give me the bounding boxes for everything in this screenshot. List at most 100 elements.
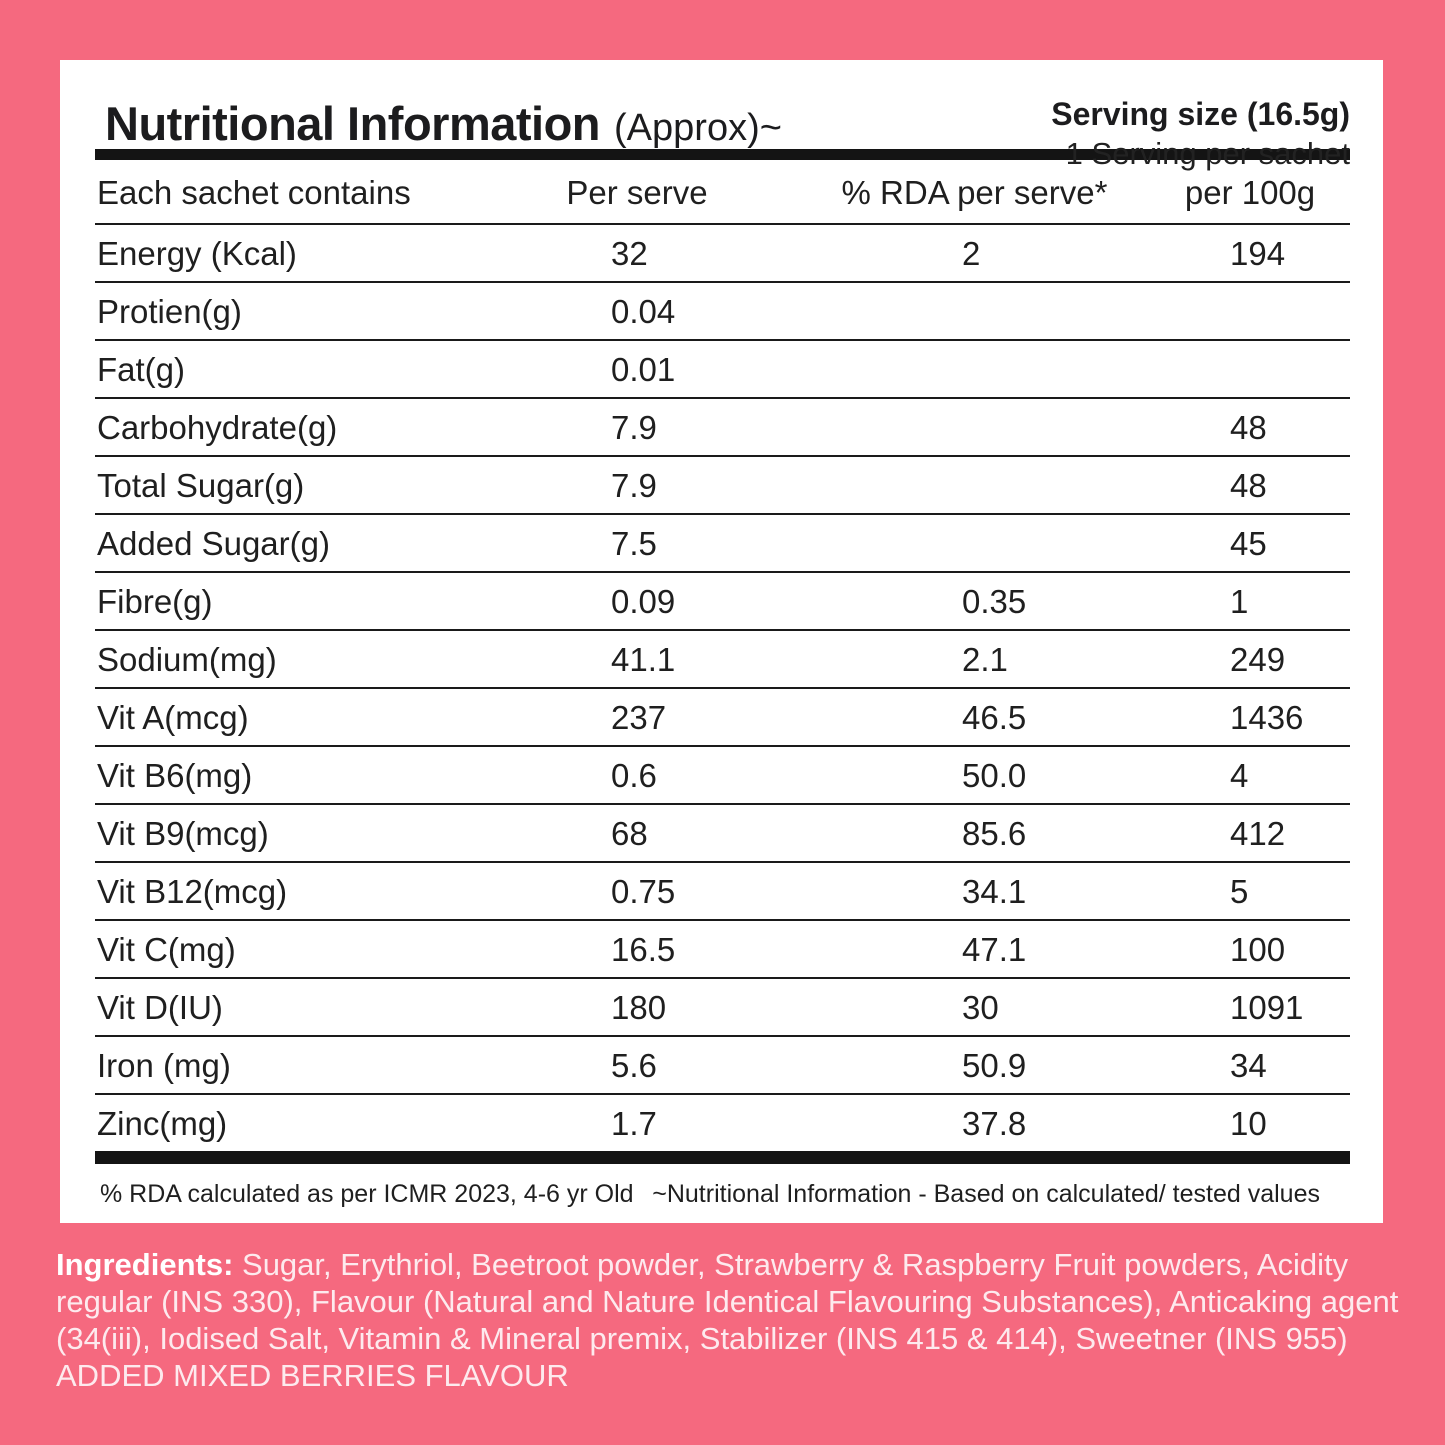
per-serve-value: 7.5 <box>475 514 799 573</box>
table-row: Iron (mg) 5.6 50.9 34 <box>95 1036 1350 1095</box>
rda-per-serve-value: 37.8 <box>962 1104 1027 1142</box>
row-label: Vit B6(mg) <box>95 746 475 805</box>
row-label: Vit B12(mcg) <box>95 862 475 921</box>
table-row: Vit C(mg) 16.5 47.1 100 <box>95 920 1350 979</box>
table-row: Fat(g) 0.01 <box>95 340 1350 399</box>
rda-per-serve-value: 46.5 <box>799 688 1150 747</box>
table-row: Carbohydrate(g) 7.9 48 <box>95 398 1350 457</box>
table-row: Protien(g) 0.04 <box>95 282 1350 341</box>
row-label: Vit D(IU) <box>95 978 475 1037</box>
footnote-rda-source: % RDA calculated as per ICMR 2023, 4-6 y… <box>100 1180 634 1208</box>
rda-per-serve-value: 34.1 <box>799 862 1150 921</box>
per-100g-value: 48 <box>1150 398 1350 457</box>
row-label: Sodium(mg) <box>95 630 475 689</box>
row-label: Added Sugar(g) <box>95 514 475 573</box>
row-label: Fat(g) <box>95 340 475 399</box>
rda-per-serve-value <box>799 340 1150 399</box>
nutrition-facts-card: Nutritional Information (Approx)~ Servin… <box>60 60 1383 1223</box>
per-100g-value: 412 <box>1150 804 1350 863</box>
title-approx-note: (Approx)~ <box>614 107 782 149</box>
rda-per-serve-value: 2.1 <box>799 630 1150 689</box>
column-header-rda-per-serve: % RDA per serve* <box>799 160 1150 225</box>
table-row: Fibre(g) 0.09 0.35 1 <box>95 572 1350 631</box>
table-row: Zinc(mg) 1.7 37.8 10 <box>95 1094 1350 1151</box>
row-label: Fibre(g) <box>95 572 475 631</box>
rda-per-serve-value: 47.1 <box>799 920 1150 979</box>
per-serve-value: 68 <box>475 804 799 863</box>
header-row: Nutritional Information (Approx)~ Servin… <box>60 60 1383 171</box>
rda-per-serve-value: 30 <box>799 978 1150 1037</box>
table-row: Vit B12(mcg) 0.75 34.1 5 <box>95 862 1350 921</box>
row-label: Carbohydrate(g) <box>95 398 475 457</box>
ingredients-list: Sugar, Erythriol, Beetroot powder, Straw… <box>56 1247 1399 1393</box>
row-label: Vit B9(mcg) <box>95 804 475 863</box>
rda-per-serve-value: 85.6 <box>799 804 1150 863</box>
per-100g-value <box>1150 340 1350 399</box>
ingredients-label: Ingredients: <box>56 1247 234 1282</box>
per-serve-value: 7.9 <box>475 398 799 457</box>
table-row: Vit D(IU) 180 30 1091 <box>95 978 1350 1037</box>
table-row: Vit A(mcg) 237 46.5 1436 <box>95 688 1350 747</box>
divider-thick-top <box>95 149 1350 160</box>
table-header: Each sachet contains Per serve % RDA per… <box>95 160 1350 225</box>
rda-per-serve-value <box>799 514 1150 573</box>
table-row: Energy (Kcal) 32 2 194 <box>95 224 1350 283</box>
per-serve-value: 1.7 <box>611 1104 657 1142</box>
divider-thick-bottom <box>95 1151 1350 1164</box>
per-100g-value: 34 <box>1150 1036 1350 1095</box>
table-row: Vit B9(mcg) 68 85.6 412 <box>95 804 1350 863</box>
footnote-values-basis: ~Nutritional Information - Based on calc… <box>652 1180 1320 1208</box>
row-label: Energy (Kcal) <box>95 224 475 283</box>
per-100g-value: 194 <box>1150 224 1350 283</box>
per-100g-value: 10 <box>1230 1104 1267 1142</box>
rda-per-serve-value: 50.0 <box>799 746 1150 805</box>
per-serve-value: 32 <box>475 224 799 283</box>
serving-size-text: Serving size (16.5g) <box>1051 96 1350 132</box>
per-100g-value: 100 <box>1150 920 1350 979</box>
nutrition-table: Each sachet contains Per serve % RDA per… <box>95 160 1350 1151</box>
per-serve-value: 0.6 <box>475 746 799 805</box>
nutrition-table-body: Energy (Kcal) 32 2 194 Protien(g) 0.04 Fat(g) 0… <box>95 224 1350 1151</box>
row-label: Protien(g) <box>95 282 475 341</box>
rda-per-serve-value: 2 <box>799 224 1150 283</box>
per-100g-value: 249 <box>1150 630 1350 689</box>
serving-info-block: Serving size (16.5g) 1 Serving per sache… <box>1051 96 1350 171</box>
serving-per-sachet-text: 1 Serving per sachet <box>1065 135 1350 171</box>
footnotes: % RDA calculated as per ICMR 2023, 4-6 y… <box>100 1180 1320 1209</box>
per-100g-value: 1436 <box>1150 688 1350 747</box>
rda-per-serve-value <box>799 282 1150 341</box>
page-title: Nutritional Information <box>105 97 601 150</box>
rda-per-serve-value: 0.35 <box>799 572 1150 631</box>
per-serve-value: 41.1 <box>475 630 799 689</box>
column-header-per-serve: Per serve <box>475 160 799 225</box>
column-header-sachet-contains: Each sachet contains <box>95 160 475 225</box>
rda-per-serve-value: 50.9 <box>799 1036 1150 1095</box>
per-100g-value: 1091 <box>1150 978 1350 1037</box>
row-label: Zinc(mg) <box>97 1104 228 1142</box>
per-100g-value: 4 <box>1150 746 1350 805</box>
per-serve-value: 7.9 <box>475 456 799 515</box>
rda-per-serve-value <box>799 456 1150 515</box>
column-header-per-100g: per 100g <box>1150 160 1350 225</box>
per-100g-value: 1 <box>1150 572 1350 631</box>
per-100g-value <box>1150 282 1350 341</box>
per-serve-value: 180 <box>475 978 799 1037</box>
per-serve-value: 0.09 <box>475 572 799 631</box>
table-row: Sodium(mg) 41.1 2.1 249 <box>95 630 1350 689</box>
per-serve-value: 0.01 <box>475 340 799 399</box>
row-label: Vit A(mcg) <box>95 688 475 747</box>
per-serve-value: 5.6 <box>475 1036 799 1095</box>
per-serve-value: 0.75 <box>475 862 799 921</box>
table-row: Vit B6(mg) 0.6 50.0 4 <box>95 746 1350 805</box>
row-label: Vit C(mg) <box>95 920 475 979</box>
row-label: Iron (mg) <box>95 1036 475 1095</box>
per-serve-value: 0.04 <box>475 282 799 341</box>
table-row: Added Sugar(g) 7.5 45 <box>95 514 1350 573</box>
per-100g-value: 48 <box>1150 456 1350 515</box>
title-block: Nutritional Information (Approx)~ <box>105 96 782 151</box>
rda-per-serve-value <box>799 398 1150 457</box>
ingredients-paragraph: Ingredients: Sugar, Erythriol, Beetroot … <box>56 1246 1401 1394</box>
table-row: Total Sugar(g) 7.9 48 <box>95 456 1350 515</box>
per-100g-value: 45 <box>1150 514 1350 573</box>
per-100g-value: 5 <box>1150 862 1350 921</box>
